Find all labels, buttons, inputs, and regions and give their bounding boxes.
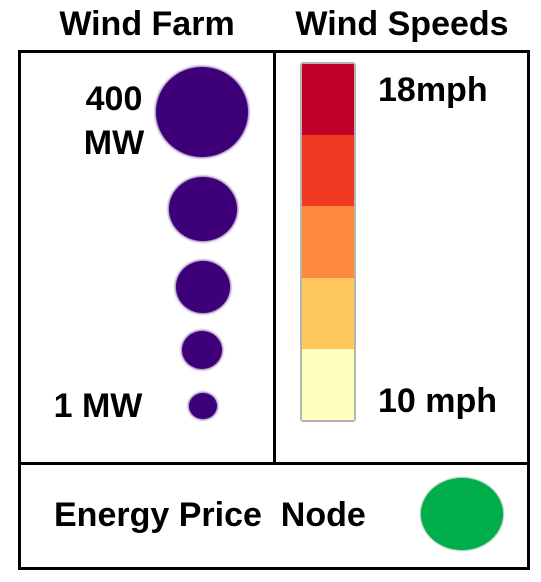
wind-farm-max-value: 400 — [85, 80, 143, 118]
wind-speed-step-1 — [302, 64, 354, 136]
wind-speed-color-scale — [300, 62, 356, 422]
wind-speed-step-3 — [302, 206, 354, 278]
wind-farm-size-dot — [182, 331, 222, 369]
wind-farm-size-dot-1mw — [189, 393, 217, 419]
wind-farm-size-dot — [169, 177, 237, 241]
wind-farm-min-label: 1 MW — [53, 387, 143, 425]
wind-farm-max-unit: MW — [83, 124, 145, 162]
wind-speed-step-5 — [302, 348, 354, 420]
wind-speed-max-label: 18mph — [378, 71, 488, 109]
wind-speed-step-4 — [302, 277, 354, 349]
wind-farm-size-dot — [176, 261, 230, 313]
wind-speeds-title: Wind Speeds — [295, 5, 509, 43]
wind-speed-min-label: 10 mph — [378, 382, 498, 420]
wind-speed-step-2 — [302, 135, 354, 207]
wind-farm-size-dot-400mw — [156, 67, 248, 157]
legend-divider-vertical — [273, 50, 276, 465]
energy-price-node-marker — [421, 478, 503, 550]
wind-farm-title: Wind Farm — [59, 5, 235, 43]
energy-price-node-label: Energy Price Node — [54, 496, 366, 534]
